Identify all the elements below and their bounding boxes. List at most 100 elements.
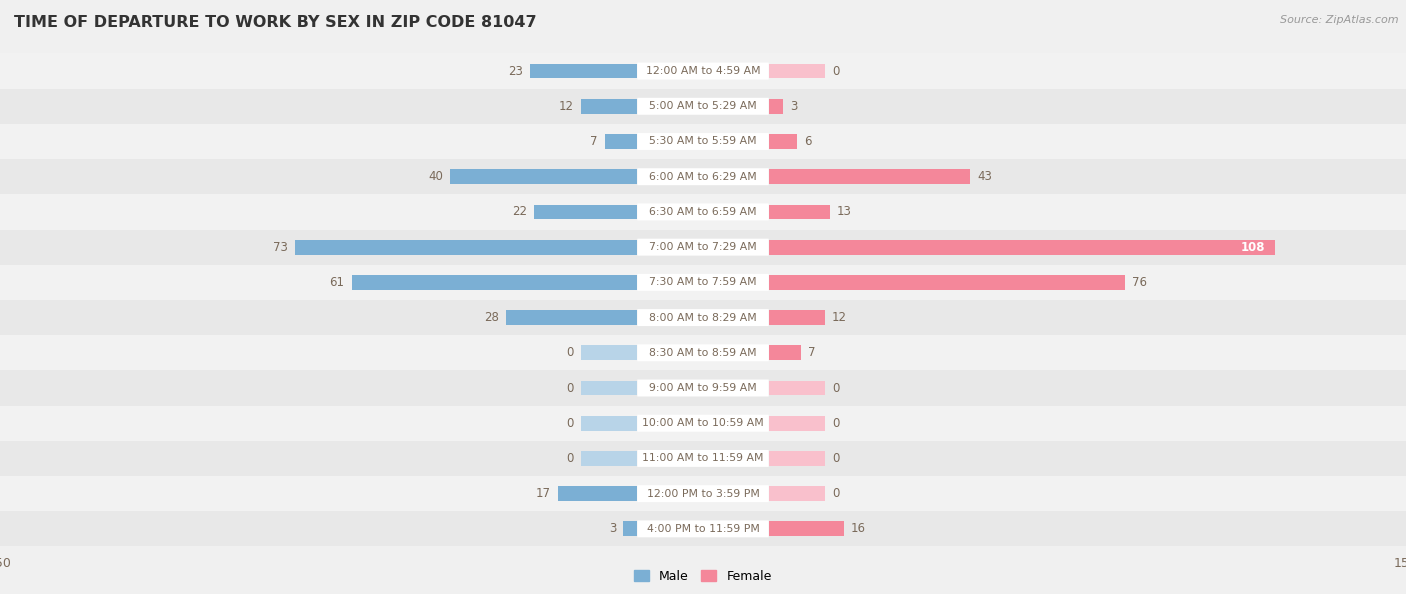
Bar — [0, 194, 1406, 229]
Text: 11:00 AM to 11:59 AM: 11:00 AM to 11:59 AM — [643, 453, 763, 463]
Bar — [581, 451, 637, 466]
FancyBboxPatch shape — [637, 204, 769, 220]
Bar — [0, 265, 1406, 300]
Text: 6:30 AM to 6:59 AM: 6:30 AM to 6:59 AM — [650, 207, 756, 217]
Text: 108: 108 — [1241, 241, 1265, 254]
Bar — [769, 134, 797, 149]
Text: 8:00 AM to 8:29 AM: 8:00 AM to 8:29 AM — [650, 312, 756, 323]
Text: 43: 43 — [977, 170, 993, 183]
Bar — [0, 159, 1406, 194]
Bar — [769, 381, 825, 396]
Bar — [352, 275, 637, 290]
FancyBboxPatch shape — [637, 62, 769, 80]
FancyBboxPatch shape — [637, 485, 769, 502]
Bar — [769, 204, 830, 219]
Bar — [769, 451, 825, 466]
Text: 3: 3 — [790, 100, 797, 113]
Text: 8:30 AM to 8:59 AM: 8:30 AM to 8:59 AM — [650, 348, 756, 358]
Text: 76: 76 — [1132, 276, 1147, 289]
Bar — [769, 169, 970, 184]
Text: 73: 73 — [273, 241, 288, 254]
Text: 3: 3 — [609, 522, 616, 535]
Text: 12: 12 — [832, 311, 846, 324]
Bar — [769, 486, 825, 501]
Bar — [769, 64, 825, 78]
Text: 17: 17 — [536, 487, 551, 500]
Bar — [769, 240, 1275, 255]
FancyBboxPatch shape — [637, 239, 769, 255]
Text: 0: 0 — [832, 381, 839, 394]
Bar — [0, 511, 1406, 546]
Bar — [605, 134, 637, 149]
Text: 0: 0 — [832, 487, 839, 500]
Bar — [0, 335, 1406, 371]
Bar — [530, 64, 637, 78]
Text: 0: 0 — [567, 452, 574, 465]
FancyBboxPatch shape — [637, 274, 769, 291]
Text: 0: 0 — [832, 65, 839, 78]
Bar — [534, 204, 637, 219]
Text: Source: ZipAtlas.com: Source: ZipAtlas.com — [1281, 15, 1399, 25]
FancyBboxPatch shape — [637, 345, 769, 361]
Text: 0: 0 — [567, 346, 574, 359]
Text: 9:00 AM to 9:59 AM: 9:00 AM to 9:59 AM — [650, 383, 756, 393]
Text: 7:30 AM to 7:59 AM: 7:30 AM to 7:59 AM — [650, 277, 756, 287]
Bar — [581, 381, 637, 396]
Bar — [0, 229, 1406, 265]
Text: 0: 0 — [832, 452, 839, 465]
Bar — [0, 476, 1406, 511]
Bar — [0, 53, 1406, 89]
Bar — [581, 416, 637, 431]
Text: 12:00 PM to 3:59 PM: 12:00 PM to 3:59 PM — [647, 489, 759, 498]
FancyBboxPatch shape — [637, 309, 769, 326]
Bar — [295, 240, 637, 255]
FancyBboxPatch shape — [637, 168, 769, 185]
Text: 0: 0 — [832, 417, 839, 429]
Text: 6: 6 — [804, 135, 811, 148]
Text: 23: 23 — [508, 65, 523, 78]
Bar — [769, 345, 801, 360]
Text: 22: 22 — [512, 206, 527, 219]
Bar — [581, 345, 637, 360]
FancyBboxPatch shape — [637, 450, 769, 467]
Text: 5:00 AM to 5:29 AM: 5:00 AM to 5:29 AM — [650, 102, 756, 111]
Bar — [0, 406, 1406, 441]
Bar — [623, 522, 637, 536]
Bar — [0, 371, 1406, 406]
FancyBboxPatch shape — [637, 520, 769, 538]
Text: 10:00 AM to 10:59 AM: 10:00 AM to 10:59 AM — [643, 418, 763, 428]
Text: 40: 40 — [427, 170, 443, 183]
Bar — [0, 124, 1406, 159]
Bar — [0, 441, 1406, 476]
Text: 13: 13 — [837, 206, 852, 219]
Text: 0: 0 — [567, 417, 574, 429]
Text: 4:00 PM to 11:59 PM: 4:00 PM to 11:59 PM — [647, 524, 759, 534]
Text: 6:00 AM to 6:29 AM: 6:00 AM to 6:29 AM — [650, 172, 756, 182]
FancyBboxPatch shape — [637, 415, 769, 432]
Bar — [450, 169, 637, 184]
Text: 12:00 AM to 4:59 AM: 12:00 AM to 4:59 AM — [645, 66, 761, 76]
Bar — [0, 89, 1406, 124]
FancyBboxPatch shape — [637, 133, 769, 150]
Text: TIME OF DEPARTURE TO WORK BY SEX IN ZIP CODE 81047: TIME OF DEPARTURE TO WORK BY SEX IN ZIP … — [14, 15, 537, 30]
Text: 61: 61 — [329, 276, 344, 289]
Bar — [769, 99, 783, 113]
Bar — [558, 486, 637, 501]
Bar — [769, 522, 844, 536]
Text: 5:30 AM to 5:59 AM: 5:30 AM to 5:59 AM — [650, 137, 756, 147]
Text: 28: 28 — [484, 311, 499, 324]
Bar — [769, 416, 825, 431]
Legend: Male, Female: Male, Female — [630, 565, 776, 587]
Text: 7:00 AM to 7:29 AM: 7:00 AM to 7:29 AM — [650, 242, 756, 252]
Bar — [581, 99, 637, 113]
Text: 12: 12 — [560, 100, 574, 113]
Text: 7: 7 — [591, 135, 598, 148]
Text: 7: 7 — [808, 346, 815, 359]
FancyBboxPatch shape — [637, 380, 769, 396]
FancyBboxPatch shape — [637, 98, 769, 115]
Text: 0: 0 — [567, 381, 574, 394]
Bar — [506, 310, 637, 325]
Bar — [769, 310, 825, 325]
Text: 16: 16 — [851, 522, 866, 535]
Bar — [0, 300, 1406, 335]
